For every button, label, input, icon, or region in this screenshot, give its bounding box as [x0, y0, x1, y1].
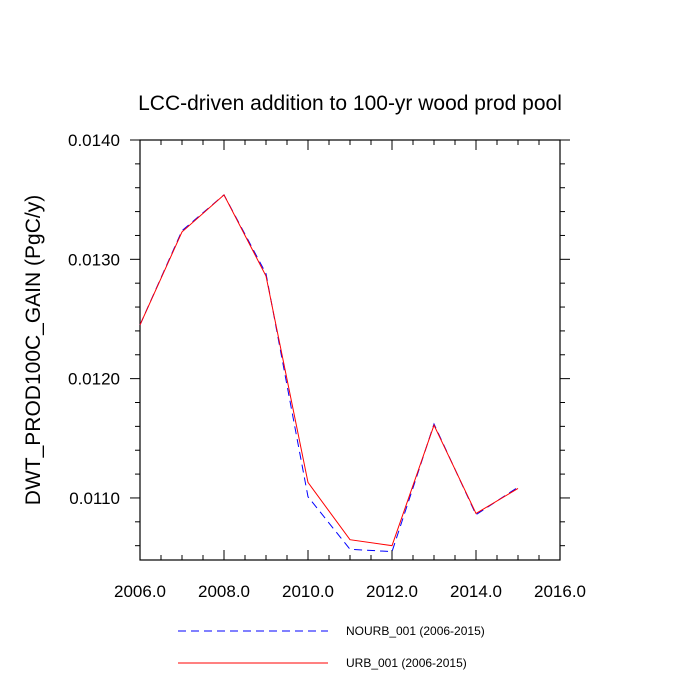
x-tick-label: 2010.0	[282, 582, 334, 601]
chart-title: LCC-driven addition to 100-yr wood prod …	[138, 92, 562, 115]
y-tick-label: 0.0120	[68, 370, 120, 389]
x-tick-label: 2012.0	[366, 582, 418, 601]
y-tick-label: 0.0140	[68, 131, 120, 150]
plot-area: 2006.0 2008.0 2010.0 2012.0 2014.0 2016.0 0.01…	[68, 131, 586, 601]
x-tick-label: 2016.0	[534, 582, 586, 601]
series-line	[139, 194, 519, 553]
y-axis-label: DWT_PROD100C_GAIN (PgC/y)	[22, 195, 45, 505]
x-tick-label: 2006.0	[114, 582, 166, 601]
x-tick-label: 2014.0	[450, 582, 502, 601]
series-line	[139, 194, 519, 547]
legend-label: URB_001 (2006-2015)	[346, 656, 467, 670]
plot-frame	[139, 139, 561, 561]
legend-label: NOURB_001 (2006-2015)	[346, 624, 485, 638]
y-tick-label: 0.0110	[69, 489, 120, 508]
y-tick-label: 0.0130	[68, 250, 120, 269]
x-tick-label: 2008.0	[198, 582, 250, 601]
legend: NOURB_001 (2006-2015) URB_001 (2006-2015)	[178, 624, 485, 670]
